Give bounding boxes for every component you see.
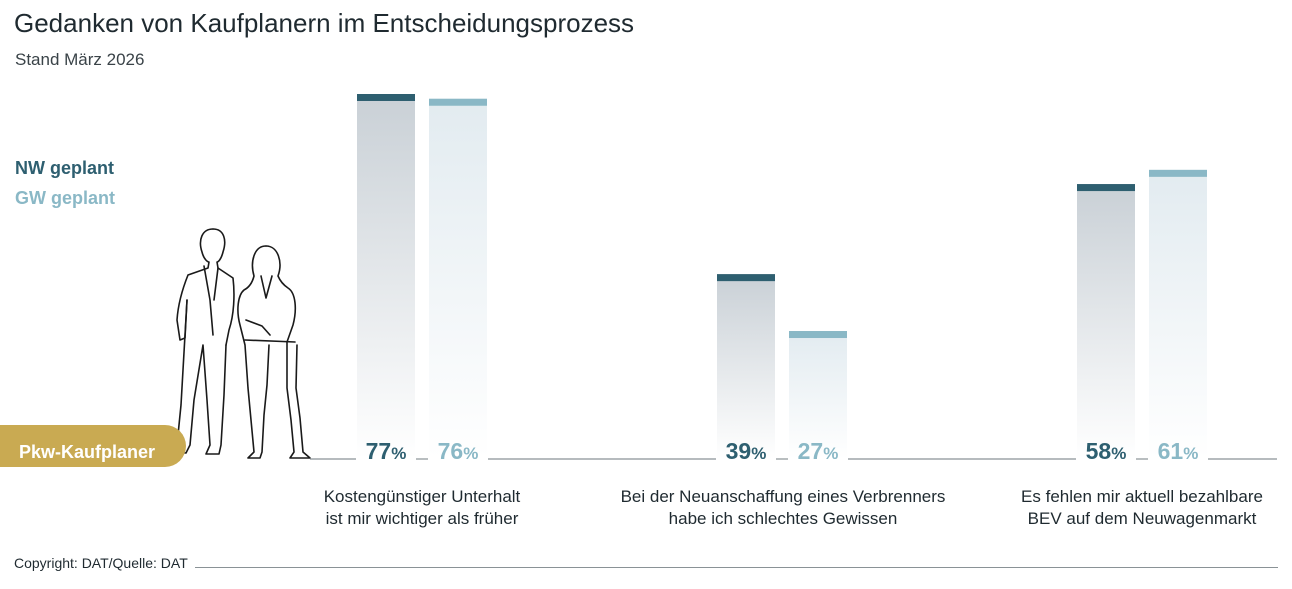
legend-item-nw: NW geplant (15, 158, 114, 178)
category-label-2-line-1: Bei der Neuanschaffung eines Verbrenners (620, 487, 946, 506)
bar-nw-2 (717, 274, 775, 459)
chart-subtitle: Stand März 2026 (15, 50, 145, 69)
value-label-nw-1: 77% (366, 438, 407, 464)
category-label-3: Es fehlen mir aktuell bezahlbare BEV auf… (932, 486, 1292, 530)
category-label-1-line-1: Kostengünstiger Unterhalt (323, 487, 521, 506)
value-labels-layer: 77% 39% 58% 76% 27% 61% (366, 438, 1199, 464)
copyright-text: Copyright: DAT/Quelle: DAT (14, 555, 188, 571)
value-label-nw-3: 58% (1086, 438, 1127, 464)
bar-cap-nw-2 (717, 274, 775, 282)
bar-gw-3 (1149, 169, 1207, 459)
chart-title: Gedanken von Kaufplanern im Entscheidung… (14, 8, 635, 38)
bar-gw-1 (429, 98, 487, 459)
category-label-3-line-1: Es fehlen mir aktuell bezahlbare (1021, 487, 1263, 506)
category-label-2-line-2: habe ich schlechtes Gewissen (668, 509, 898, 528)
value-label-gw-2: 27% (798, 438, 839, 464)
bar-cap-gw-1 (429, 98, 487, 106)
value-label-gw-3: 61% (1158, 438, 1199, 464)
bar-nw-1 (357, 94, 415, 459)
bar-cap-nw-3 (1077, 184, 1135, 192)
category-label-1: Kostengünstiger Unterhalt ist mir wichti… (212, 486, 632, 530)
bar-nw-3 (1077, 184, 1135, 459)
category-label-1-line-2: ist mir wichtiger als früher (325, 509, 519, 528)
bar-cap-gw-2 (789, 331, 847, 339)
category-badge (0, 425, 186, 467)
legend-item-gw: GW geplant (15, 188, 115, 208)
value-label-nw-2: 39% (726, 438, 767, 464)
value-label-gw-1: 76% (438, 438, 479, 464)
bar-cap-gw-3 (1149, 169, 1207, 177)
bar-gw-2 (789, 331, 847, 459)
bars-layer (357, 94, 1207, 459)
category-badge-label: Pkw-Kaufplaner (19, 442, 156, 462)
footer-divider (195, 567, 1278, 568)
bar-cap-nw-1 (357, 94, 415, 101)
category-label-3-line-2: BEV auf dem Neuwagenmarkt (1027, 509, 1257, 528)
people-illustration (171, 228, 311, 459)
category-label-2: Bei der Neuanschaffung eines Verbrenners… (573, 486, 993, 530)
